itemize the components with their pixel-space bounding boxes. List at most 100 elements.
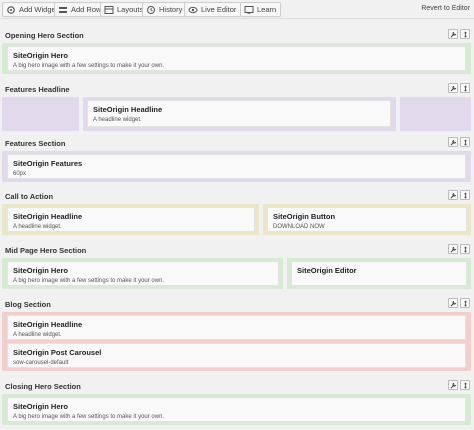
row-edit-button[interactable] <box>448 83 458 93</box>
layouts-icon <box>104 5 114 15</box>
move-icon <box>462 299 469 307</box>
row-title: Blog Section <box>5 300 51 309</box>
move-icon <box>462 138 469 146</box>
row-move-button[interactable] <box>460 298 470 308</box>
learn-button[interactable]: Learn <box>240 2 282 17</box>
row-move-button[interactable] <box>460 244 470 254</box>
row-title: Closing Hero Section <box>5 382 81 391</box>
row-edit-button[interactable] <box>448 190 458 200</box>
row-body: SiteOrigin Hero A big hero image with a … <box>2 394 471 425</box>
wrench-icon <box>450 192 457 199</box>
move-icon <box>462 381 469 389</box>
cell: SiteOrigin Headline A headline widget. <box>83 97 396 131</box>
learn-icon <box>244 5 254 15</box>
row-features-section: Features Section SiteOrigin Features 60p… <box>2 137 471 182</box>
widget-siteorigin-headline[interactable]: SiteOrigin Headline A headline widget. <box>7 315 466 340</box>
widget-siteorigin-hero[interactable]: SiteOrigin Hero A big hero image with a … <box>7 397 466 422</box>
row-opening-hero: Opening Hero Section SiteOrigin Hero A b… <box>2 29 471 74</box>
row-edit-button[interactable] <box>448 137 458 147</box>
row-title: Mid Page Hero Section <box>5 246 87 255</box>
layouts-button[interactable]: Layouts <box>100 2 149 17</box>
move-icon <box>462 245 469 253</box>
widget-description: A headline widget. <box>13 332 62 338</box>
widget-title: SiteOrigin Post Carousel <box>13 348 102 357</box>
row-call-to-action: Call to Action SiteOrigin Headline A hea… <box>2 190 471 235</box>
widget-description: A big hero image with a few settings to … <box>13 414 165 420</box>
row-move-button[interactable] <box>460 83 470 93</box>
row-edit-button[interactable] <box>448 244 458 254</box>
builder-toolbar: Add Widget Add Row Layouts History Live … <box>0 0 474 19</box>
row-closing-hero: Closing Hero Section SiteOrigin Hero A b… <box>2 380 471 425</box>
row-body: SiteOrigin Headline A headline widget. S… <box>2 312 471 371</box>
widget-description: A big hero image with a few settings to … <box>13 63 165 69</box>
empty-cell[interactable] <box>400 97 471 131</box>
widget-description: 60px <box>13 171 27 177</box>
wrench-icon <box>450 139 457 146</box>
move-icon <box>462 191 469 199</box>
widget-title: SiteOrigin Hero <box>13 51 69 60</box>
widget-title: SiteOrigin Hero <box>13 266 69 275</box>
wrench-icon <box>450 31 457 38</box>
widget-siteorigin-button[interactable]: SiteOrigin Button DOWNLOAD NOW <box>267 207 467 232</box>
wrench-icon <box>450 246 457 253</box>
row-move-button[interactable] <box>460 380 470 390</box>
row-edit-button[interactable] <box>448 380 458 390</box>
wrench-icon <box>450 85 457 92</box>
row-body: SiteOrigin Headline A headline widget. <box>2 97 471 131</box>
widget-siteorigin-headline[interactable]: SiteOrigin Headline A headline widget. <box>87 100 391 127</box>
row-edit-button[interactable] <box>448 298 458 308</box>
widget-description: A big hero image with a few settings to … <box>13 278 165 284</box>
widget-siteorigin-hero[interactable]: SiteOrigin Hero A big hero image with a … <box>7 261 279 286</box>
widget-title: SiteOrigin Hero <box>13 402 69 411</box>
row-blog-section: Blog Section SiteOrigin Headline A headl… <box>2 298 471 371</box>
widget-siteorigin-headline[interactable]: SiteOrigin Headline A headline widget. <box>7 207 255 232</box>
history-icon <box>146 5 156 15</box>
widget-siteorigin-hero[interactable]: SiteOrigin Hero A big hero image with a … <box>7 46 466 71</box>
live-editor-button[interactable]: Live Editor <box>184 2 242 17</box>
row-title: Features Section <box>5 139 66 148</box>
move-icon <box>462 30 469 38</box>
add-row-label: Add Row <box>71 5 102 14</box>
widget-title: SiteOrigin Features <box>13 159 83 168</box>
row-title: Features Headline <box>5 85 70 94</box>
widget-description: sow-carousel-default <box>13 360 69 366</box>
row-move-button[interactable] <box>460 190 470 200</box>
layouts-label: Layouts <box>117 5 144 14</box>
widget-siteorigin-editor[interactable]: SiteOrigin Editor <box>291 261 467 286</box>
move-icon <box>462 84 469 92</box>
live-editor-label: Live Editor <box>201 5 237 14</box>
row-body: SiteOrigin Hero A big hero image with a … <box>2 43 471 74</box>
history-label: History <box>159 5 183 14</box>
history-button[interactable]: History <box>142 2 188 17</box>
cell: SiteOrigin Editor <box>287 258 471 289</box>
add-row-button[interactable]: Add Row <box>54 2 107 17</box>
widget-title: SiteOrigin Headline <box>93 105 163 114</box>
widget-title: SiteOrigin Editor <box>297 266 357 275</box>
cell: SiteOrigin Hero A big hero image with a … <box>2 258 283 289</box>
wrench-icon <box>450 382 457 389</box>
widget-siteorigin-features[interactable]: SiteOrigin Features 60px <box>7 154 466 179</box>
empty-cell[interactable] <box>2 97 79 131</box>
live-editor-icon <box>188 5 198 15</box>
cell: SiteOrigin Button DOWNLOAD NOW <box>263 204 471 235</box>
row-move-button[interactable] <box>460 29 470 39</box>
row-mid-page-hero: Mid Page Hero Section SiteOrigin Hero A … <box>2 244 471 289</box>
add-row-icon <box>58 5 68 15</box>
wrench-icon <box>450 300 457 307</box>
add-widget-label: Add Widget <box>19 5 58 14</box>
add-widget-icon <box>6 5 16 15</box>
revert-to-editor-link[interactable]: Revert to Editor <box>421 5 470 12</box>
row-edit-button[interactable] <box>448 29 458 39</box>
row-title: Opening Hero Section <box>5 31 84 40</box>
widget-title: SiteOrigin Headline <box>13 320 83 329</box>
widget-title: SiteOrigin Button <box>273 212 336 221</box>
cell: SiteOrigin Headline A headline widget. <box>2 204 259 235</box>
widget-title: SiteOrigin Headline <box>13 212 83 221</box>
row-body: SiteOrigin Headline A headline widget. S… <box>2 204 471 235</box>
widget-siteorigin-post-carousel[interactable]: SiteOrigin Post Carousel sow-carousel-de… <box>7 343 466 368</box>
learn-label: Learn <box>257 5 277 14</box>
row-move-button[interactable] <box>460 137 470 147</box>
row-title: Call to Action <box>5 192 54 201</box>
row-features-headline: Features Headline SiteOrigin Headline A … <box>2 83 471 131</box>
widget-description: DOWNLOAD NOW <box>273 224 325 230</box>
